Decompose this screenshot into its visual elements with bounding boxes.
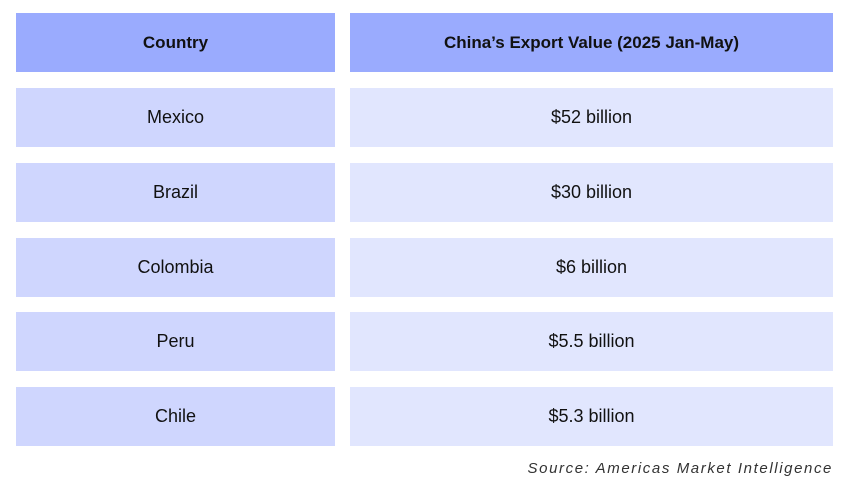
header-export-value: China’s Export Value (2025 Jan-May) [350, 13, 833, 72]
cell-export-value: $6 billion [350, 238, 833, 297]
cell-country: Brazil [16, 163, 335, 222]
cell-country: Colombia [16, 238, 335, 297]
header-country: Country [16, 13, 335, 72]
cell-export-value: $5.5 billion [350, 312, 833, 371]
cell-export-value: $52 billion [350, 88, 833, 147]
cell-export-value: $30 billion [350, 163, 833, 222]
cell-country: Mexico [16, 88, 335, 147]
cell-country: Peru [16, 312, 335, 371]
cell-country: Chile [16, 387, 335, 446]
source-note: Source: Americas Market Intelligence [527, 460, 833, 477]
cell-export-value: $5.3 billion [350, 387, 833, 446]
